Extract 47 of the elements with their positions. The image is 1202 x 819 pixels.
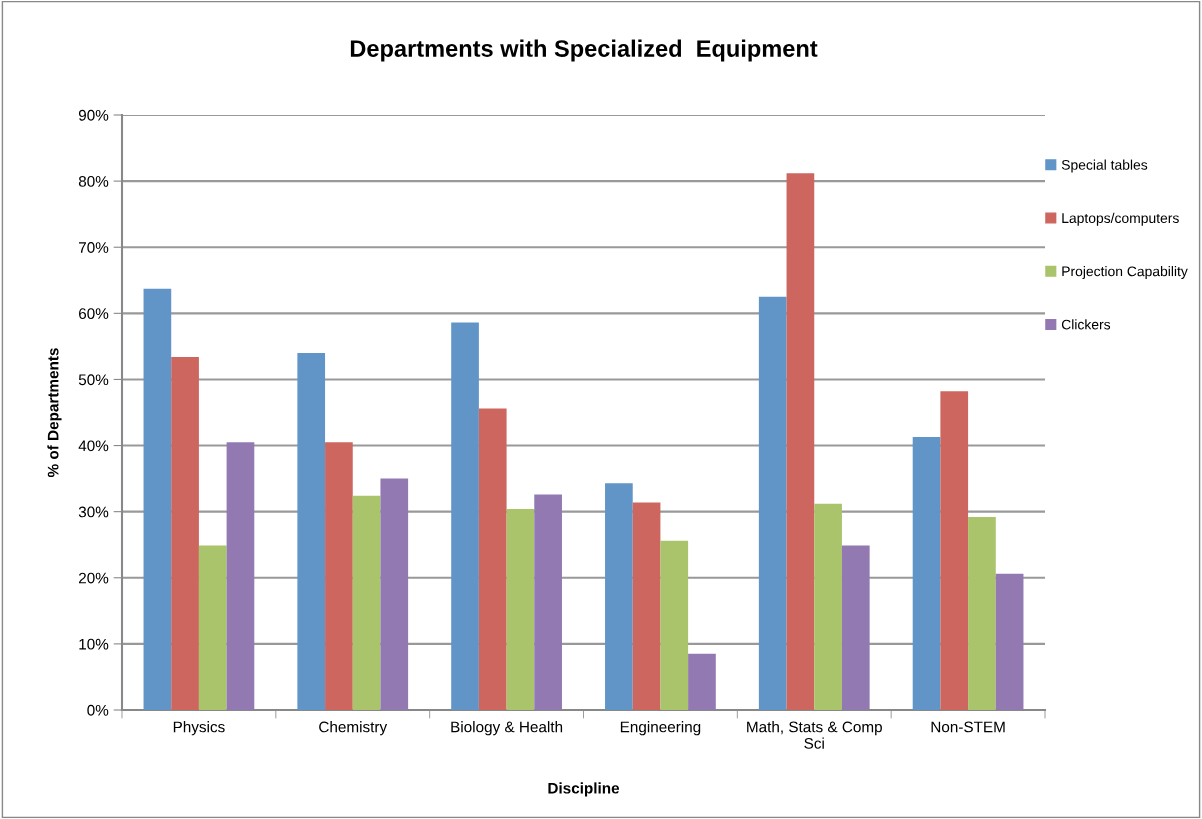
bar	[198, 545, 227, 710]
bar	[506, 509, 535, 710]
y-tick-label: 10%	[79, 638, 109, 650]
x-tick-label: Chemistry	[319, 721, 388, 736]
x-axis-title: Discipline	[548, 782, 620, 797]
y-tick-label: 90%	[78, 109, 109, 121]
bar	[534, 494, 562, 710]
y-axis-title: % of Departments	[47, 348, 62, 478]
legend-label: Special tables	[1061, 159, 1148, 173]
x-tick-label: Biology & Health	[451, 721, 563, 736]
bar	[171, 356, 199, 710]
bar	[226, 442, 255, 710]
bar	[451, 322, 479, 710]
y-tick-label: 70%	[79, 242, 109, 253]
y-tick-label: 20%	[79, 572, 109, 584]
y-tick-label: 80%	[78, 175, 109, 187]
bar	[758, 296, 787, 710]
bar	[478, 408, 507, 710]
legend-label: Projection Capability	[1062, 266, 1188, 279]
x-tick-label: Math, Stats & Comp Sci	[747, 721, 882, 749]
bar	[143, 288, 172, 710]
bar	[380, 478, 409, 710]
bar	[841, 545, 870, 710]
y-tick-label: 0%	[87, 704, 109, 716]
x-tick-label: Non-STEM	[931, 721, 1005, 733]
legend-label: Clickers	[1061, 319, 1111, 330]
y-tick-label: 60%	[79, 308, 109, 320]
bar	[814, 503, 842, 710]
bar	[352, 495, 381, 710]
y-tick-label: 40%	[78, 440, 109, 452]
x-tick-label: Engineering	[620, 721, 701, 736]
y-tick-label: 30%	[78, 506, 109, 518]
bar	[297, 353, 326, 710]
bar	[786, 173, 815, 710]
y-tick-label: 50%	[78, 374, 109, 386]
legend-label: Laptops/computers	[1062, 212, 1179, 226]
bar	[325, 442, 353, 710]
bar	[995, 573, 1024, 710]
bar	[605, 483, 633, 710]
bar	[968, 516, 996, 710]
chart-title: Departments with Specialized Equipment	[350, 39, 818, 62]
x-tick-label: Physics	[173, 721, 225, 736]
bar	[632, 502, 661, 710]
bar	[912, 436, 941, 710]
bar	[940, 391, 969, 710]
bar	[688, 653, 716, 710]
bar	[660, 540, 689, 710]
